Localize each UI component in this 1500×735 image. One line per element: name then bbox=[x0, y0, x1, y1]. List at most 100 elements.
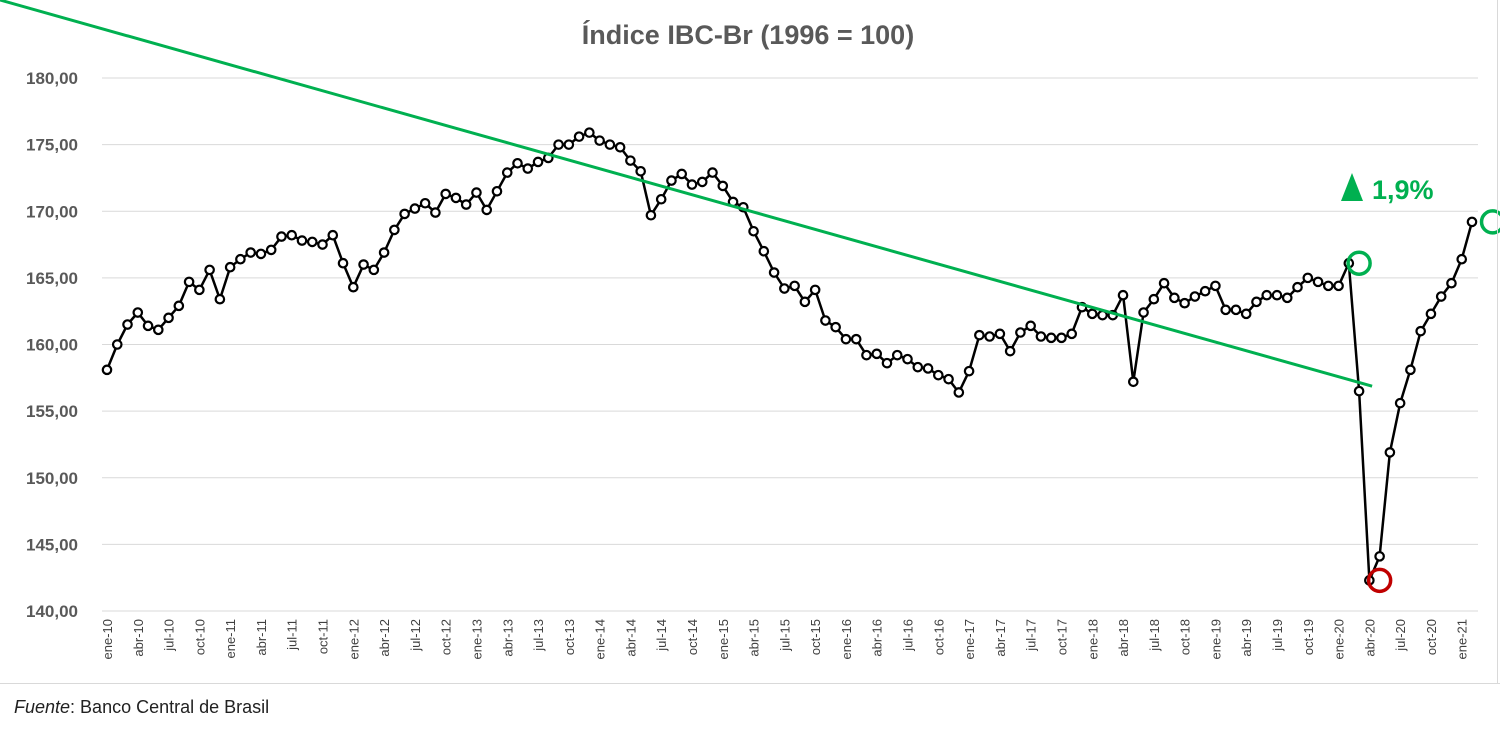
data-point bbox=[1179, 297, 1190, 309]
x-tick-label: abr-16 bbox=[870, 619, 885, 657]
x-axis-ticks: ene-10 abr-10 jul-10 oct-10 ene-11 abr-11 jul-… bbox=[100, 619, 1470, 659]
data-point bbox=[501, 167, 513, 178]
chart-title: Índice IBC-Br (1996 = 100) bbox=[582, 19, 914, 50]
y-tick-label: 165,00 bbox=[26, 269, 78, 288]
x-tick-label: abr-13 bbox=[500, 619, 515, 657]
data-point bbox=[963, 365, 975, 377]
x-tick-label: abr-19 bbox=[1239, 619, 1254, 657]
data-point bbox=[450, 192, 462, 204]
data-point bbox=[409, 203, 421, 214]
source-text: : Banco Central de Brasil bbox=[70, 697, 270, 717]
data-point bbox=[111, 339, 123, 350]
data-point bbox=[830, 321, 841, 333]
data-point bbox=[758, 245, 770, 257]
source-label: Fuente bbox=[14, 697, 71, 717]
x-tick-label: jul-20 bbox=[1393, 619, 1408, 652]
y-tick-label: 155,00 bbox=[26, 402, 78, 421]
data-point bbox=[1210, 280, 1221, 292]
gridlines bbox=[102, 77, 1478, 612]
x-tick-label: oct-15 bbox=[808, 619, 823, 655]
x-tick-label: oct-10 bbox=[192, 619, 207, 655]
data-point bbox=[1045, 332, 1057, 344]
data-point bbox=[1415, 325, 1426, 337]
data-point bbox=[224, 261, 236, 273]
y-tick-label: 145,00 bbox=[26, 535, 78, 554]
series-layer bbox=[101, 127, 1478, 586]
data-point bbox=[317, 239, 328, 250]
data-point bbox=[276, 231, 287, 242]
data-point bbox=[912, 361, 924, 373]
data-point bbox=[1261, 289, 1273, 301]
data-point bbox=[1425, 308, 1437, 320]
data-point bbox=[974, 329, 985, 341]
data-point bbox=[1025, 320, 1036, 332]
x-tick-label: ene-13 bbox=[469, 619, 484, 659]
data-point bbox=[902, 353, 913, 365]
data-point bbox=[512, 157, 523, 169]
x-tick-label: jul-12 bbox=[408, 619, 423, 652]
y-tick-label: 180,00 bbox=[26, 69, 78, 88]
x-tick-label: jul-16 bbox=[901, 619, 916, 652]
data-point bbox=[358, 259, 369, 270]
data-point bbox=[1405, 364, 1416, 376]
data-point bbox=[655, 193, 667, 205]
data-point bbox=[194, 284, 205, 296]
data-point bbox=[645, 209, 657, 221]
data-point bbox=[368, 264, 380, 276]
data-point bbox=[389, 224, 400, 236]
data-point bbox=[1240, 308, 1252, 320]
data-point bbox=[1312, 276, 1324, 288]
data-point bbox=[235, 253, 246, 265]
data-point bbox=[532, 156, 544, 168]
x-tick-label: oct-20 bbox=[1424, 619, 1439, 655]
highlight-ring bbox=[1346, 250, 1372, 276]
data-point bbox=[1466, 216, 1478, 228]
data-point bbox=[378, 247, 390, 258]
data-point bbox=[840, 333, 852, 345]
data-point bbox=[1271, 289, 1283, 301]
up-triangle-icon bbox=[1341, 173, 1363, 201]
data-point bbox=[891, 349, 903, 361]
data-point bbox=[337, 257, 349, 269]
data-point bbox=[471, 187, 482, 198]
x-tick-label: oct-11 bbox=[316, 619, 331, 654]
data-point bbox=[984, 331, 995, 342]
x-tick-label: abr-20 bbox=[1362, 619, 1377, 657]
data-point bbox=[614, 141, 626, 153]
x-tick-label: abr-11 bbox=[254, 619, 269, 656]
data-point bbox=[1158, 277, 1170, 289]
data-point bbox=[1035, 331, 1047, 342]
data-point bbox=[491, 185, 503, 197]
data-point bbox=[1374, 551, 1385, 562]
data-point bbox=[563, 139, 575, 150]
x-tick-label: jul-13 bbox=[531, 619, 546, 652]
data-point bbox=[1281, 292, 1293, 304]
data-point bbox=[286, 229, 298, 241]
data-point bbox=[933, 369, 944, 381]
y-axis-ticks: 140,00 145,00 150,00 155,00 160,00 165,00 170,… bbox=[26, 69, 78, 621]
data-point bbox=[142, 320, 154, 332]
x-tick-label: abr-10 bbox=[131, 619, 146, 657]
x-tick-label: ene-11 bbox=[223, 619, 238, 659]
x-tick-label: ene-18 bbox=[1085, 619, 1100, 659]
x-tick-label: abr-17 bbox=[993, 619, 1008, 657]
x-tick-label: abr-14 bbox=[623, 619, 638, 657]
data-point bbox=[1323, 280, 1334, 292]
y-tick-label: 160,00 bbox=[26, 336, 78, 355]
data-point bbox=[1066, 328, 1078, 340]
data-point bbox=[707, 167, 718, 178]
data-point bbox=[594, 135, 605, 146]
data-point bbox=[799, 296, 811, 308]
data-point bbox=[399, 208, 410, 220]
x-tick-label: ene-14 bbox=[593, 619, 608, 659]
data-point bbox=[460, 199, 472, 210]
data-point bbox=[1138, 307, 1149, 318]
x-tick-label: abr-15 bbox=[747, 619, 762, 657]
data-point bbox=[1189, 291, 1201, 302]
data-point bbox=[861, 349, 872, 361]
change-label: 1,9% bbox=[1372, 175, 1434, 205]
data-point bbox=[1056, 332, 1067, 344]
x-tick-label: jul-14 bbox=[654, 619, 669, 652]
data-point bbox=[584, 127, 595, 138]
data-point bbox=[1148, 293, 1160, 305]
